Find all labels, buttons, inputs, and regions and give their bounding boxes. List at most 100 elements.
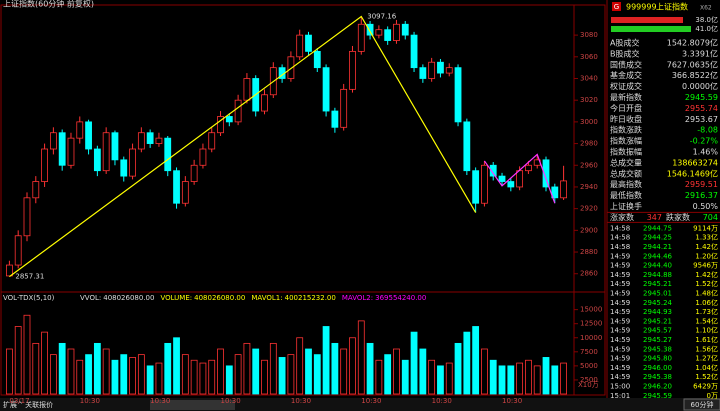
icon xyxy=(612,2,621,11)
v-tick-label: 2500 xyxy=(580,376,598,384)
stat-label: 权证成交 xyxy=(610,81,642,91)
vol-indicator: VOL-TDX(5,10) xyxy=(3,294,55,302)
volume-bar xyxy=(41,331,48,395)
stat-label: 最新指数 xyxy=(610,92,642,102)
tick-volume: 0万 xyxy=(707,392,718,400)
volume-bar xyxy=(278,357,286,395)
y-tick-label: 2940 xyxy=(580,183,598,191)
volume-bar xyxy=(525,359,532,395)
tick-volume: 1.20亿 xyxy=(695,251,718,260)
volume-bar xyxy=(393,348,400,395)
volume-bar xyxy=(428,359,436,395)
tick-time: 14:59 xyxy=(610,262,630,270)
candle-body xyxy=(507,181,515,188)
volume-bar xyxy=(287,354,295,395)
candle-body xyxy=(331,110,339,128)
volume-bar xyxy=(32,342,40,395)
v-tick-label: 15000 xyxy=(580,306,602,314)
volume-bar xyxy=(111,359,119,395)
candle-body xyxy=(357,23,365,52)
volume-bar xyxy=(217,348,224,395)
candle-body xyxy=(437,61,444,74)
tick-time: 14:59 xyxy=(610,290,630,298)
volume-bar xyxy=(489,359,497,395)
stat-value: 3.3391亿 xyxy=(682,48,718,58)
candle-body xyxy=(199,148,207,166)
x-tick-label: 10:30 xyxy=(432,397,452,405)
candle-body xyxy=(67,137,75,166)
volume-bar xyxy=(437,365,444,395)
tick-time: 14:59 xyxy=(610,252,630,260)
tab-label[interactable]: 60分钟 xyxy=(691,400,714,409)
volume-bar xyxy=(560,362,568,395)
volume-bar xyxy=(331,342,339,395)
volume-bar xyxy=(322,326,330,395)
tick-price: 2945.80 xyxy=(643,355,672,363)
v-tick-label: 10000 xyxy=(580,334,602,342)
y-tick-label: 3000 xyxy=(580,118,598,126)
stat-value: 366.8522亿 xyxy=(672,70,718,80)
volume-bar xyxy=(137,354,145,395)
volume-bar xyxy=(164,342,172,395)
volume-frame xyxy=(0,291,606,396)
stat-label: 国债成交 xyxy=(610,59,642,69)
tick-volume: 1.52亿 xyxy=(695,279,718,288)
volume-bar xyxy=(349,337,356,395)
candle-body xyxy=(393,23,400,41)
footer-left[interactable]: 扩展^ 关联报价 xyxy=(3,400,53,409)
vol-name: MAVOL1: xyxy=(251,294,282,302)
code: 999999 xyxy=(626,3,657,12)
tick-volume: 6429万 xyxy=(693,383,718,391)
high-label: 3097.16 xyxy=(367,13,396,21)
candle-body xyxy=(76,121,84,139)
candle-body xyxy=(155,137,163,144)
volume-bar xyxy=(498,365,506,395)
volume-bar xyxy=(375,359,383,395)
stat-label: 基金成交 xyxy=(610,70,642,80)
candle-body xyxy=(93,148,101,172)
tick-price: 2944.46 xyxy=(643,252,672,260)
stat-value: 7627.0635亿 xyxy=(667,59,718,69)
volume-bar xyxy=(445,362,453,395)
candle-body xyxy=(542,159,550,188)
stat-value: 2959.51 xyxy=(685,180,718,189)
volume-bar xyxy=(313,354,321,395)
up-count: 347 xyxy=(647,213,662,222)
name: 上证指数 xyxy=(656,2,688,12)
stat-label: 今日开盘 xyxy=(610,103,642,113)
candle-body xyxy=(366,23,374,36)
candle-body xyxy=(410,34,418,69)
volume-bar xyxy=(67,348,75,395)
tick-volume: 1.52亿 xyxy=(695,372,718,381)
volume-bar xyxy=(542,357,550,395)
zigzag-line xyxy=(483,153,556,204)
stat-label: 总成交额 xyxy=(610,168,642,178)
volume-bar xyxy=(190,359,198,395)
stat-value: 2955.74 xyxy=(685,104,718,113)
stat-label: 最高指数 xyxy=(610,179,642,189)
candle-body xyxy=(190,164,198,182)
volume-bar xyxy=(129,357,136,395)
volume-bar xyxy=(401,359,409,395)
stat-value: 0.50% xyxy=(693,202,719,211)
vol-name: VVOL: xyxy=(80,294,101,302)
footer xyxy=(0,398,720,411)
candle-body xyxy=(217,116,224,134)
stat-label: 指数涨幅 xyxy=(610,136,642,146)
volume-bar xyxy=(225,365,233,395)
volume-bar xyxy=(357,320,365,395)
x-tick-label: 10:30 xyxy=(291,397,311,405)
vol-value: 369554240.00 xyxy=(375,294,426,302)
stat-value: 1546.1469亿 xyxy=(667,168,718,178)
tick-time: 14:59 xyxy=(610,355,630,363)
tick-time: 14:59 xyxy=(610,364,630,372)
toolbar[interactable] xyxy=(150,400,235,410)
volume-bar xyxy=(340,348,348,395)
down-count: 704 xyxy=(703,213,718,222)
tab[interactable] xyxy=(683,398,720,411)
tick-time: 14:59 xyxy=(610,327,630,335)
tick-volume: 1.42亿 xyxy=(695,242,718,251)
tick-volume: 1.33亿 xyxy=(695,233,718,242)
candle-body xyxy=(102,132,110,172)
